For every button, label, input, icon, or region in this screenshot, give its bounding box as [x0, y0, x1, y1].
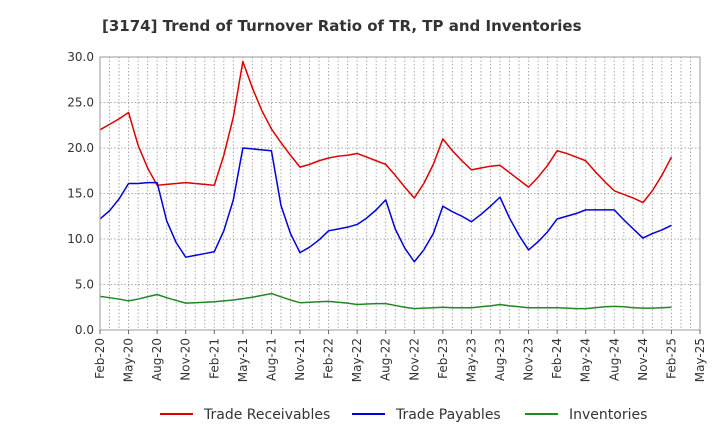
- x-tick-label: Nov-20: [179, 338, 193, 381]
- x-axis: Feb-20 May-20 Aug-20 Nov-20 Feb-21 May-21 Aug-…: [93, 330, 707, 382]
- legend-label: Inventories: [569, 407, 647, 423]
- y-tick-label: 0.0: [75, 323, 94, 337]
- x-tick-label: Nov-23: [522, 338, 536, 381]
- series-line-0: [99, 60, 673, 204]
- legend: Trade Receivables Trade Payables Inventori…: [160, 407, 647, 423]
- x-tick-label: May-23: [464, 338, 478, 382]
- x-tick-label: Feb-20: [93, 338, 107, 379]
- plot-area-frame: [99, 56, 701, 331]
- y-axis: 0.0 5.0 10.0 15.0 20.0 25.0 30.0: [67, 50, 94, 337]
- x-tick-label: Feb-24: [550, 338, 564, 379]
- x-tick-label: Feb-25: [664, 338, 678, 379]
- x-tick-label: May-25: [693, 338, 707, 382]
- y-tick-label: 5.0: [75, 278, 94, 292]
- y-tick-label: 15.0: [67, 187, 94, 201]
- x-tick-label: Feb-21: [207, 338, 221, 379]
- series-lines: [99, 60, 673, 310]
- x-tick-label: Feb-23: [436, 338, 450, 379]
- y-tick-label: 30.0: [67, 50, 94, 64]
- x-tick-label: May-20: [122, 338, 136, 382]
- x-tick-label: Nov-22: [407, 338, 421, 381]
- x-tick-label: Aug-21: [264, 338, 278, 381]
- y-tick-label: 10.0: [67, 232, 94, 246]
- x-tick-label: May-24: [579, 338, 593, 382]
- x-tick-label: Nov-24: [636, 338, 650, 381]
- x-tick-label: Aug-23: [493, 338, 507, 381]
- x-tick-label: May-21: [236, 338, 250, 382]
- x-tick-label: May-22: [350, 338, 364, 382]
- grid: [100, 57, 700, 330]
- x-tick-label: Nov-21: [293, 338, 307, 381]
- x-tick-label: Feb-22: [322, 338, 336, 379]
- legend-label: Trade Payables: [395, 407, 501, 423]
- chart-title: [3174] Trend of Turnover Ratio of TR, TP…: [102, 17, 582, 35]
- series-line-1: [99, 147, 672, 263]
- series-line-2: [99, 292, 672, 310]
- legend-label: Trade Receivables: [203, 407, 330, 423]
- x-tick-label: Aug-20: [150, 338, 164, 381]
- x-tick-label: Aug-24: [607, 338, 621, 381]
- x-tick-label: Aug-22: [379, 338, 393, 381]
- y-tick-label: 20.0: [67, 141, 94, 155]
- y-tick-label: 25.0: [67, 96, 94, 110]
